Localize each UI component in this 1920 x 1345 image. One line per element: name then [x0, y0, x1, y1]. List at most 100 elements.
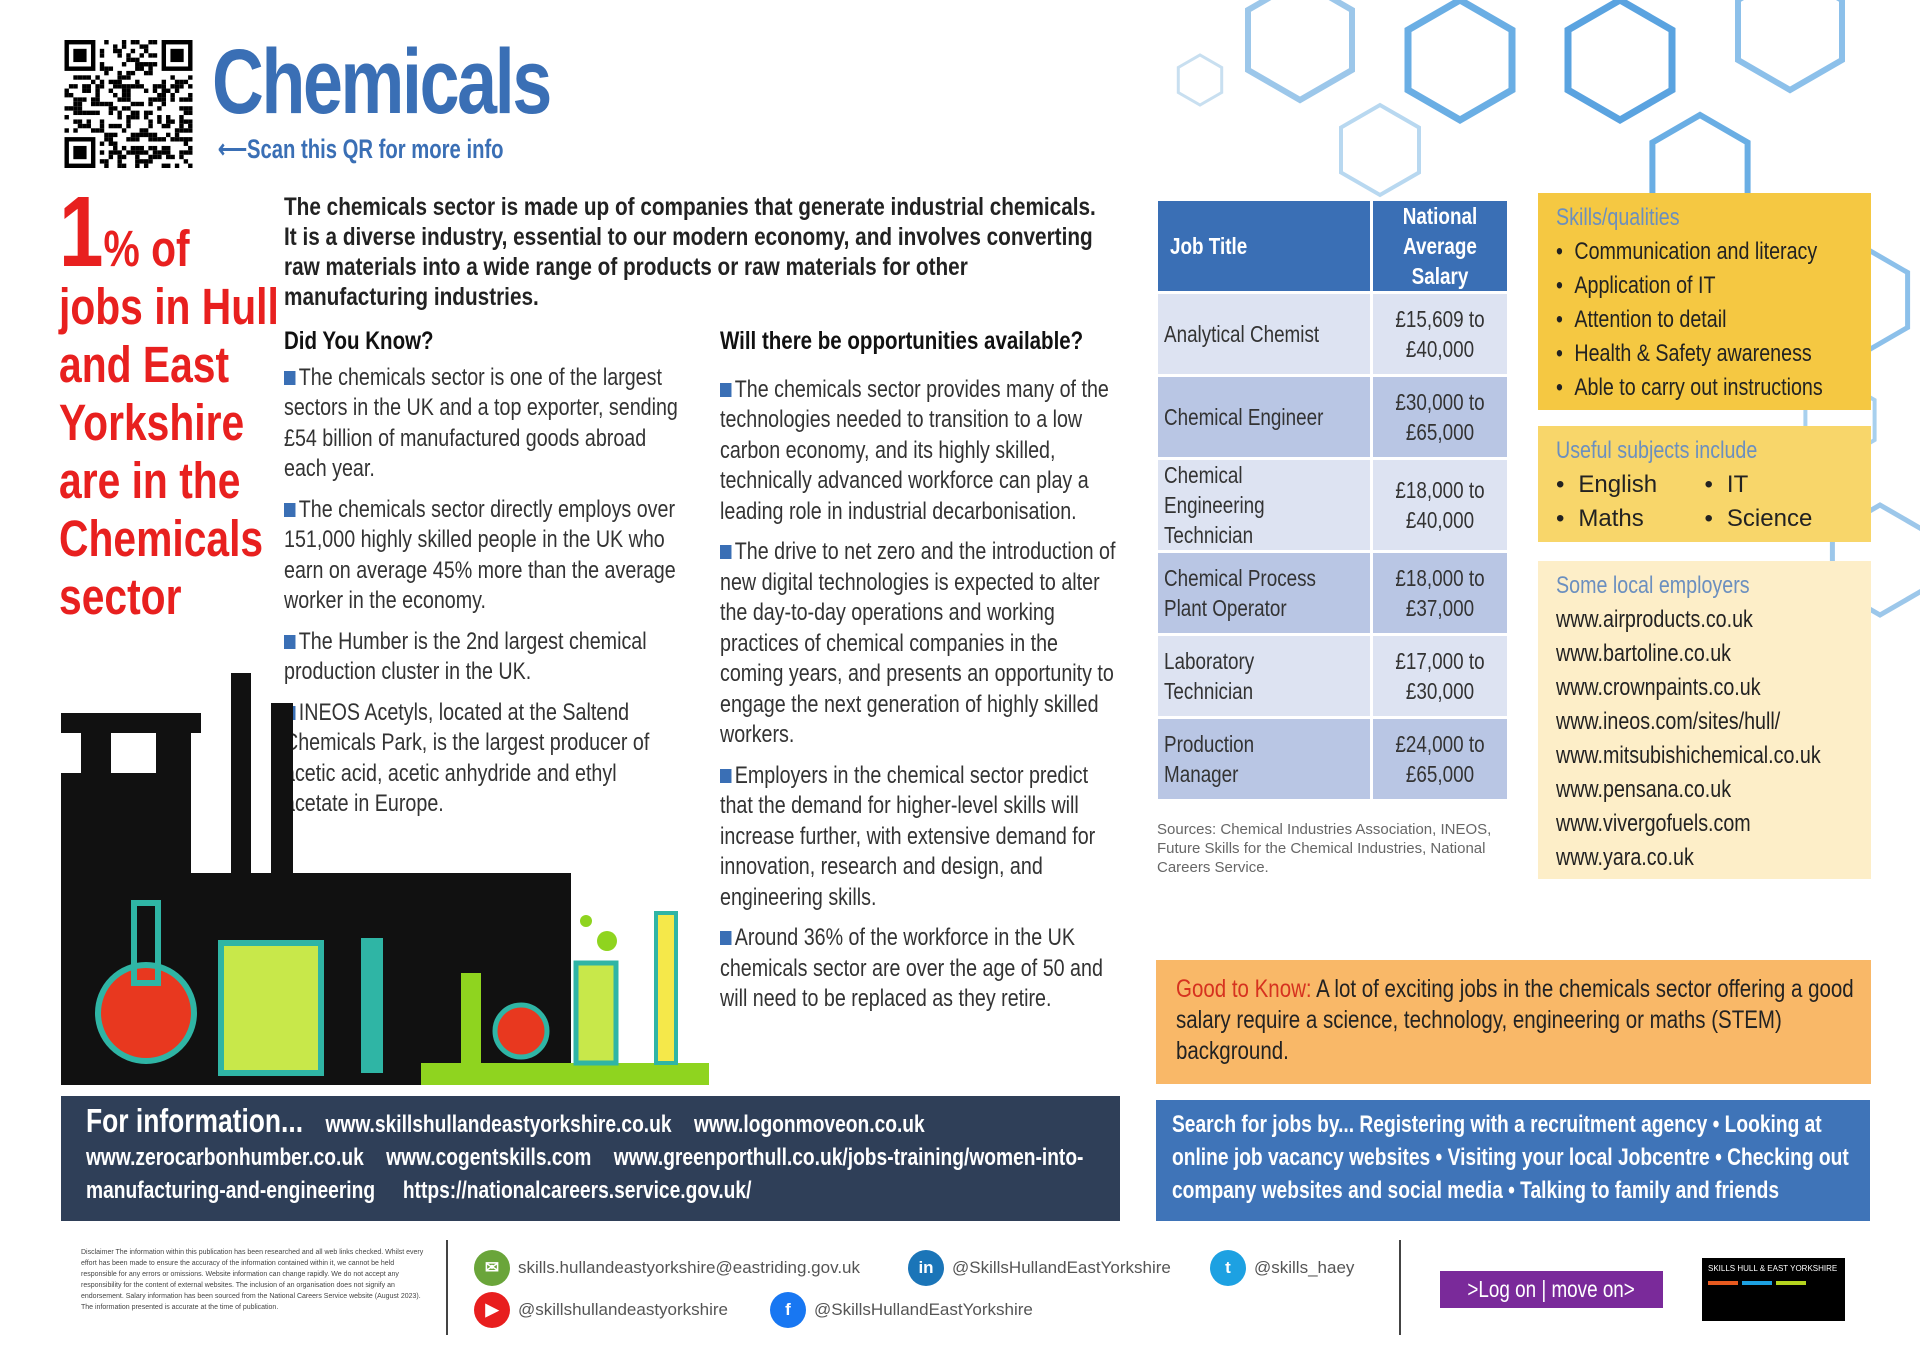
- stat-line: Chemicals: [59, 510, 264, 567]
- twitter-contact[interactable]: t @skills_haey: [1210, 1250, 1354, 1286]
- skills-hey-logo: SKILLS HULL & EAST YORKSHIRE: [1702, 1258, 1845, 1321]
- opportunities-section: Will there be opportunities available? T…: [720, 326, 1122, 1025]
- subject-item: IT: [1705, 468, 1854, 502]
- salary-cell: £17,000 to £30,000: [1373, 636, 1507, 716]
- logon-moveon-logo[interactable]: >Log on | move on>: [1440, 1271, 1663, 1308]
- email-contact[interactable]: ✉ skills.hullandeastyorkshire@eastriding.…: [474, 1250, 860, 1286]
- stat-line: Yorkshire: [59, 394, 245, 451]
- subjects-heading: Useful subjects include: [1556, 437, 1758, 464]
- divider: [446, 1240, 448, 1335]
- job-title-cell: Production Manager: [1158, 719, 1370, 799]
- employer-link[interactable]: www.yara.co.uk: [1556, 844, 1694, 871]
- linkedin-icon: in: [908, 1250, 944, 1286]
- skill-item: Communication and literacy: [1556, 235, 1823, 269]
- job-title-cell: Chemical Engineer: [1158, 377, 1370, 457]
- skill-item: Application of IT: [1556, 269, 1823, 303]
- stat-line: sector: [59, 568, 182, 625]
- fact-item: The chemicals sector is one of the large…: [284, 363, 686, 485]
- youtube-text: @skillshullandeastyorkshire: [518, 1300, 729, 1319]
- skill-item: Able to carry out instructions: [1556, 371, 1822, 405]
- table-row: Production Manager £24,000 to £65,000: [1158, 719, 1507, 799]
- intro-paragraph: The chemicals sector is made up of compa…: [284, 193, 1096, 311]
- stat-line: % of: [103, 220, 190, 277]
- employer-link[interactable]: www.pensana.co.uk: [1556, 776, 1732, 803]
- employers-box: Some local employers www.airproducts.co.…: [1538, 561, 1871, 879]
- employers-heading: Some local employers: [1556, 572, 1750, 599]
- employer-link[interactable]: www.ineos.com/sites/hull/: [1556, 708, 1781, 735]
- table-row: Chemical Process Plant Operator £18,000 t…: [1158, 553, 1507, 633]
- job-title-cell: Chemical Process Plant Operator: [1158, 553, 1370, 633]
- employer-link[interactable]: www.airproducts.co.uk: [1556, 606, 1753, 633]
- employer-link[interactable]: www.vivergofuels.com: [1556, 810, 1751, 837]
- employer-link[interactable]: www.mitsubishichemical.co.uk: [1556, 742, 1821, 769]
- facebook-contact[interactable]: f @SkillsHullandEastYorkshire: [770, 1292, 1033, 1328]
- divider: [1399, 1240, 1401, 1335]
- table-row: Chemical Engineer £30,000 to £65,000: [1158, 377, 1507, 457]
- qr-code[interactable]: [64, 40, 193, 168]
- stat-number: 1: [59, 176, 104, 288]
- linkedin-contact[interactable]: in @SkillsHullandEastYorkshire: [908, 1250, 1171, 1286]
- job-title-cell: Analytical Chemist: [1158, 294, 1370, 374]
- skill-item: Health & Safety awareness: [1556, 337, 1823, 371]
- stat-line: jobs in Hull: [59, 278, 279, 335]
- opportunity-item: The chemicals sector provides many of th…: [720, 375, 1122, 528]
- opportunity-item: Around 36% of the workforce in the UK ch…: [720, 923, 1122, 1015]
- youtube-contact[interactable]: ▶ @skillshullandeastyorkshire: [474, 1292, 728, 1328]
- employer-link[interactable]: www.bartoline.co.uk: [1556, 640, 1732, 667]
- skill-item: Attention to detail: [1556, 303, 1823, 337]
- skills-heading: Skills/qualities: [1556, 204, 1680, 231]
- logo-text: SKILLS HULL & EAST YORKSHIRE: [1708, 1264, 1838, 1273]
- subjects-box: Useful subjects include English IT Maths…: [1538, 426, 1871, 542]
- stat-line: and East: [59, 336, 230, 393]
- facebook-icon: f: [770, 1292, 806, 1328]
- salary-cell: £24,000 to £65,000: [1373, 719, 1507, 799]
- fact-item: The chemicals sector directly employs ov…: [284, 495, 686, 617]
- table-row: Chemical Engineering Technician £18,000 t…: [1158, 460, 1507, 550]
- job-title-cell: Chemical Engineering Technician: [1158, 460, 1370, 550]
- salary-cell: £15,609 to £40,000: [1373, 294, 1507, 374]
- fact-item: INEOS Acetyls, located at the Saltend Ch…: [284, 698, 686, 820]
- good-to-know-box: Good to Know: A lot of exciting jobs in …: [1156, 960, 1871, 1084]
- table-row: Laboratory Technician £17,000 to £30,000: [1158, 636, 1507, 716]
- facebook-text: @SkillsHullandEastYorkshire: [814, 1300, 1033, 1319]
- disclaimer: Disclaimer The information within this p…: [81, 1249, 424, 1311]
- hexagon-background: [1176, 0, 1920, 618]
- page-title: Chemicals: [212, 31, 552, 133]
- info-link[interactable]: www.logonmoveon.co.uk: [693, 1111, 925, 1138]
- info-link[interactable]: www.greenporthull.co.uk/jobs-training/wo…: [86, 1144, 1084, 1204]
- salary-table: Job Title National Average Salary Analyt…: [1155, 198, 1510, 802]
- email-text: skills.hullandeastyorkshire@eastriding.g…: [518, 1258, 860, 1277]
- qr-hint: ⟵Scan this QR for more info: [218, 134, 504, 164]
- good-to-know-text: A lot of exciting jobs in the chemicals …: [1176, 975, 1854, 1065]
- chemical-plant-illustration: [61, 673, 709, 1085]
- salary-cell: £18,000 to £40,000: [1373, 460, 1507, 550]
- twitter-text: @skills_haey: [1254, 1258, 1355, 1277]
- youtube-icon: ▶: [474, 1292, 510, 1328]
- search-text: Search for jobs by... Registering with a…: [1172, 1111, 1849, 1204]
- did-you-know-section: Did You Know? The chemicals sector is on…: [284, 326, 686, 830]
- opportunity-item: Employers in the chemical sector predict…: [720, 761, 1122, 914]
- fact-item: The Humber is the 2nd largest chemical p…: [284, 627, 686, 688]
- opportunity-item: The drive to net zero and the introducti…: [720, 537, 1122, 751]
- section-heading: Will there be opportunities available?: [720, 327, 1084, 355]
- skills-box: Skills/qualities Communication and liter…: [1538, 193, 1871, 410]
- twitter-icon: t: [1210, 1250, 1246, 1286]
- subject-item: English: [1556, 468, 1705, 502]
- email-icon: ✉: [474, 1250, 510, 1286]
- table-row: Analytical Chemist £15,609 to £40,000: [1158, 294, 1507, 374]
- salary-cell: £30,000 to £65,000: [1373, 377, 1507, 457]
- info-link[interactable]: www.zerocarbonhumber.co.uk: [86, 1144, 364, 1171]
- job-title-cell: Laboratory Technician: [1158, 636, 1370, 716]
- logon-text: >Log on | move on>: [1467, 1276, 1636, 1302]
- search-jobs-box: Search for jobs by... Registering with a…: [1156, 1100, 1870, 1221]
- info-link[interactable]: www.cogentskills.com: [386, 1144, 592, 1171]
- info-link[interactable]: www.skillshullandeastyorkshire.co.uk: [325, 1111, 672, 1138]
- info-link[interactable]: https://nationalcareers.service.gov.uk/: [402, 1177, 752, 1204]
- employer-link[interactable]: www.crownpaints.co.uk: [1556, 674, 1761, 701]
- info-lead: For information...: [86, 1102, 304, 1139]
- sources-note: Sources: Chemical Industries Association…: [1157, 821, 1492, 876]
- subject-item: Maths: [1556, 502, 1705, 536]
- section-heading: Did You Know?: [284, 327, 434, 355]
- information-box: For information... www.skillshullandeasty…: [61, 1096, 1120, 1221]
- stat-line: are in the: [59, 452, 241, 509]
